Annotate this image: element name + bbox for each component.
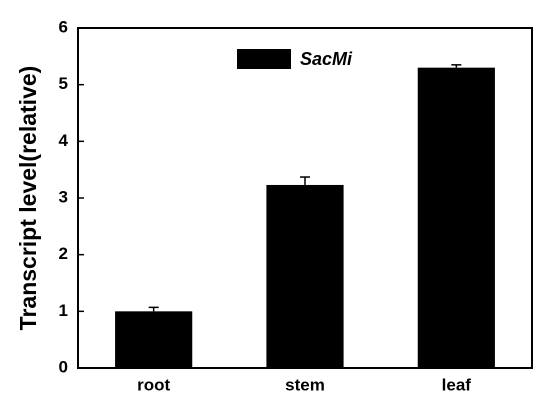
- bar: [417, 67, 495, 369]
- x-tick-label: root: [137, 375, 170, 394]
- y-tick-label: 4: [59, 131, 69, 150]
- error-bar: [300, 176, 310, 185]
- bar: [115, 311, 193, 368]
- error-bar: [451, 64, 462, 68]
- legend-swatch: [237, 49, 291, 69]
- y-axis-label: Transcript level(relative): [15, 66, 41, 331]
- error-bar: [148, 306, 159, 312]
- y-tick-label: 1: [59, 301, 68, 320]
- legend-label: SacMi: [300, 49, 353, 69]
- x-tick-label: stem: [285, 375, 325, 394]
- x-tick-label: leaf: [442, 375, 472, 394]
- y-tick-label: 5: [59, 74, 68, 93]
- y-tick-label: 2: [59, 244, 68, 263]
- y-tick-label: 3: [59, 187, 68, 206]
- y-tick-label: 6: [59, 17, 68, 36]
- bar: [266, 184, 344, 368]
- y-tick-label: 0: [59, 357, 68, 376]
